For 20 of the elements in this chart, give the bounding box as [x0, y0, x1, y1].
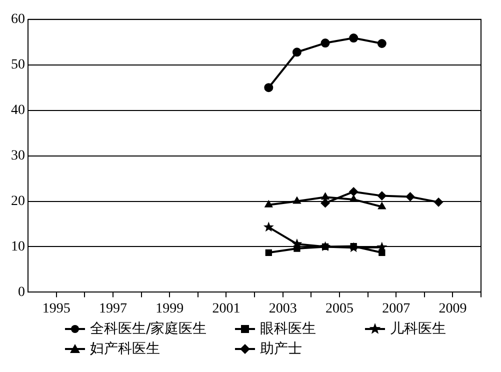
x-tick-label: 1997: [98, 301, 127, 316]
y-tick-label: 60: [11, 12, 25, 28]
x-tick-label: 2007: [382, 301, 410, 316]
x-tick-label: 1999: [156, 301, 184, 316]
y-tick-label: 0: [18, 284, 25, 300]
y-tick-label: 40: [11, 103, 25, 118]
x-tick-label: 2003: [268, 301, 297, 316]
legend-label: 全科医生/家庭医生: [90, 320, 207, 338]
x-tick-label: 2001: [212, 301, 240, 316]
y-tick-label: 50: [11, 58, 25, 73]
y-tick-label: 10: [11, 239, 25, 254]
y-tick-label: 20: [11, 194, 25, 209]
legend-label: 儿科医生: [390, 320, 446, 338]
x-tick-label: 1995: [42, 301, 70, 316]
x-tick-label: 2005: [325, 301, 354, 316]
y-tick-label: 30: [11, 148, 25, 164]
legend-label: 眼科医生: [260, 320, 316, 338]
legend-label: 妇产科医生: [90, 340, 160, 358]
x-tick-label: 2009: [438, 301, 467, 316]
legend-label: 助产士: [260, 340, 302, 358]
